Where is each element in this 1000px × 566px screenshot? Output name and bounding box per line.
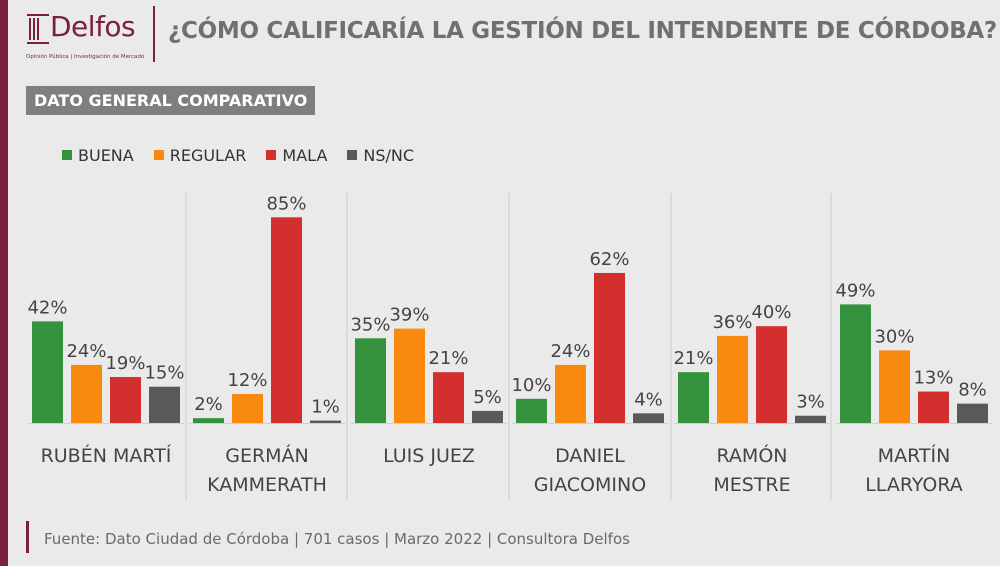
bar-regular [555,364,586,423]
data-label: 40% [751,302,791,323]
bar-regular [717,335,748,423]
bar-nsnc [149,386,180,423]
data-label: 1% [311,397,340,418]
data-label: 8% [958,380,987,401]
bar-nsnc [310,420,341,423]
data-label: 5% [473,387,502,408]
bar-regular [394,328,425,423]
legend-label-nsnc: NS/NC [363,145,415,165]
bar-regular [232,393,263,423]
bar-mala [110,377,141,423]
category-label: LLARYORA [865,474,963,496]
data-label: 19% [105,353,145,374]
data-label: 24% [550,341,590,362]
chart-legend: BUENA REGULAR MALA NS/NC [62,145,434,165]
bar-mala [918,391,949,423]
bar-buena [840,304,871,423]
bar-mala [756,326,787,423]
brand-side-bar [0,0,8,566]
data-label: 49% [835,280,875,301]
category-label: GERMÁN [225,444,309,467]
category-label: MESTRE [713,474,790,496]
delfos-logo: Delfos Opinión Pública | Investigación d… [26,8,146,66]
legend-label-mala: MALA [282,145,328,165]
bar-nsnc [795,415,826,423]
data-label: 39% [389,305,429,326]
data-label: 2% [194,394,223,415]
bar-buena [678,372,709,423]
bar-regular [71,364,102,423]
legend-swatch-mala [266,150,277,160]
legend-swatch-buena [62,150,72,160]
bar-buena [32,321,63,423]
category-label: RAMÓN [717,443,788,467]
legend-label-buena: BUENA [78,145,134,165]
bar-buena [193,418,224,423]
legend-item-buena: BUENA [62,146,134,165]
data-label: 42% [27,297,67,318]
bar-regular [879,350,910,423]
bar-nsnc [633,413,664,423]
category-label: DANIEL [555,445,625,467]
logo-wordmark: Delfos [50,10,136,43]
data-label: 21% [673,348,713,369]
category-label: LUIS JUEZ [383,445,475,467]
category-label: KAMMERATH [207,474,327,496]
bar-mala [271,217,302,423]
category-label: GIACOMINO [534,474,646,496]
legend-swatch-regular [153,150,164,160]
source-footer: Fuente: Dato Ciudad de Córdoba | 701 cas… [44,530,630,548]
footer-accent-bar [26,521,29,553]
data-label: 24% [66,341,106,362]
data-label: 30% [874,326,914,347]
data-label: 10% [511,375,551,396]
section-subtitle: DATO GENERAL COMPARATIVO [26,86,316,115]
category-label: RUBÉN MARTÍ [41,444,172,467]
data-label: 3% [796,392,825,413]
legend-item-mala: MALA [266,146,327,165]
data-label: 13% [913,368,953,389]
legend-item-nsnc: NS/NC [347,146,414,165]
logo-tagline: Opinión Pública | Investigación de Merca… [26,54,145,60]
data-label: 12% [227,370,267,391]
bar-mala [433,372,464,423]
header-divider [153,6,155,62]
data-label: 85% [266,193,306,214]
data-label: 21% [428,348,468,369]
page-title: ¿CÓMO CALIFICARÍA LA GESTIÓN DEL INTENDE… [168,18,997,44]
legend-item-regular: REGULAR [153,145,247,165]
logo-columns-icon [27,14,49,44]
legend-swatch-nsnc [347,150,358,160]
data-label: 4% [634,389,663,410]
legend-label-regular: REGULAR [169,145,247,165]
bar-buena [516,398,547,423]
bar-mala [594,272,625,423]
bar-nsnc [957,403,988,423]
bar-nsnc [472,410,503,423]
data-label: 62% [589,249,629,270]
data-label: 36% [712,312,752,333]
data-label: 15% [144,363,184,384]
category-label: MARTÍN [878,444,951,467]
data-label: 35% [350,314,390,335]
bar-buena [355,338,386,423]
